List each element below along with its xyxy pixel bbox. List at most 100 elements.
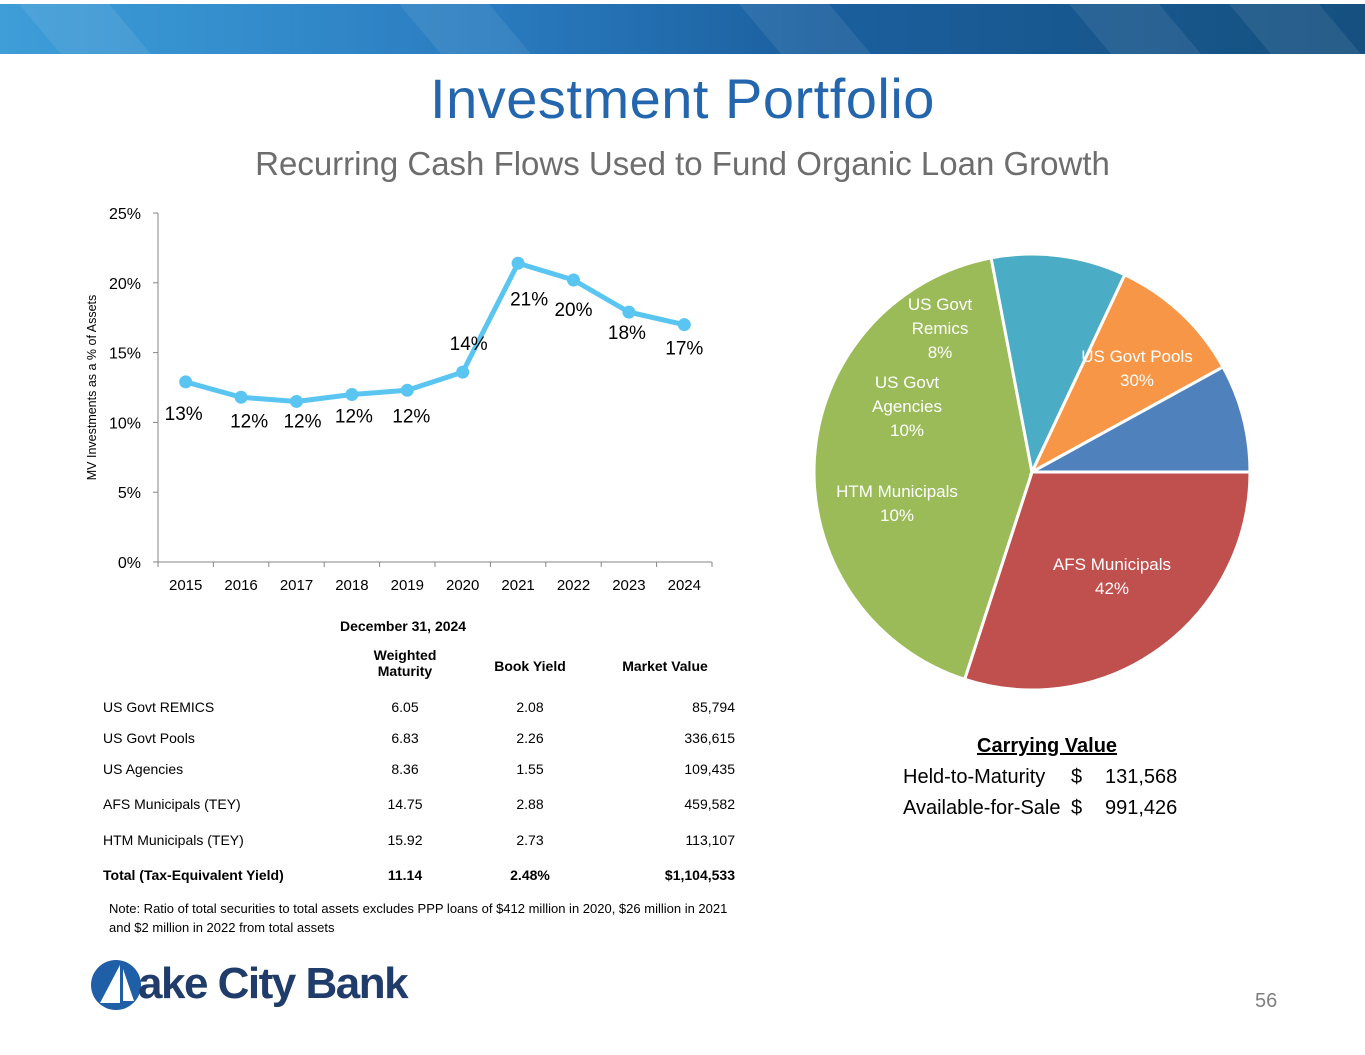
cell-book-yield: 2.08 <box>516 699 544 715</box>
x-tick-label: 2022 <box>557 577 590 594</box>
header-wm-line1: Weighted <box>373 647 437 663</box>
data-point <box>511 256 525 270</box>
cell-market-value: $1,104,533 <box>664 867 735 883</box>
table-row: US Govt Pools 6.83 2.26 336,615 <box>95 730 755 752</box>
header-wm-line2: Maturity <box>377 663 433 679</box>
cell-weighted-maturity: 15.92 <box>387 832 423 848</box>
data-label: 20% <box>554 300 592 321</box>
carrying-label: Available-for-Sale <box>903 797 1061 819</box>
cell-weighted-maturity: 11.14 <box>387 867 423 883</box>
carrying-row: Available-for-Sale $ 991,426 <box>903 797 1193 825</box>
cell-weighted-maturity: 6.83 <box>391 730 419 746</box>
pie-chart: US Govt Pools 30% AFS Municipals 42% HTM Mun… <box>812 252 1252 692</box>
table-row: AFS Municipals (TEY) 14.75 2.88 459,582 <box>95 796 755 818</box>
page-subtitle: Recurring Cash Flows Used to Fund Organi… <box>255 145 1110 182</box>
data-label: 17% <box>665 339 703 360</box>
carrying-value-title: Carrying Value <box>977 735 1118 757</box>
data-label: 18% <box>608 323 646 344</box>
table-row: US Govt REMICS 6.05 2.08 85,794 <box>95 699 755 721</box>
x-tick-label: 2020 <box>446 577 479 594</box>
pie-slice <box>812 256 1034 682</box>
cell-name: US Agencies <box>103 761 184 777</box>
table-row: HTM Municipals (TEY) 15.92 2.73 113,107 <box>95 832 755 854</box>
header-banner <box>0 4 1365 54</box>
page-title: Investment Portfolio <box>430 67 935 130</box>
cell-market-value: 459,582 <box>684 796 735 812</box>
data-point <box>400 383 414 397</box>
cell-market-value: 336,615 <box>684 730 735 746</box>
x-tick-label: 2023 <box>612 577 645 594</box>
data-point <box>290 394 303 408</box>
pie-slice-label: AFS Municipals 42% <box>1053 555 1171 598</box>
pie-slice <box>1028 272 1226 476</box>
data-point <box>179 375 193 389</box>
y-tick-label: 20% <box>109 276 141 293</box>
data-point <box>677 318 691 332</box>
data-point <box>622 305 636 319</box>
carrying-value: 131,568 <box>1105 766 1178 788</box>
pie-slice-label: HTM Municipals 10% <box>836 482 958 525</box>
cell-weighted-maturity: 6.05 <box>391 699 419 715</box>
data-point <box>345 387 359 401</box>
data-label: 21% <box>510 289 548 310</box>
cell-weighted-maturity: 8.36 <box>391 761 419 777</box>
carrying-currency: $ <box>1071 766 1083 788</box>
y-tick-label: 15% <box>109 346 141 363</box>
table-total-row: Total (Tax-Equivalent Yield) 11.14 2.48%… <box>95 867 755 889</box>
carrying-row: Held-to-Maturity $ 131,568 <box>903 766 1193 794</box>
footnote: Note: Ratio of total securities to total… <box>109 901 728 935</box>
cell-weighted-maturity: 14.75 <box>387 796 423 812</box>
pie-slice-label: US Govt Remics 8% <box>908 295 973 362</box>
cell-market-value: 109,435 <box>684 761 735 777</box>
cell-book-yield: 2.48% <box>510 867 550 883</box>
cell-name: AFS Municipals (TEY) <box>103 796 241 812</box>
data-point <box>456 365 470 379</box>
data-label: 12% <box>335 406 373 427</box>
logo-text: ake City Bank <box>138 959 409 1008</box>
pie-slice <box>989 252 1127 477</box>
data-label: 13% <box>165 404 203 425</box>
header-book-yield: Book Yield <box>494 658 566 674</box>
x-tick-label: 2021 <box>501 577 534 594</box>
y-tick-label: 5% <box>118 485 141 502</box>
x-tick-label: 2019 <box>391 577 424 594</box>
bank-logo: ake City Bank <box>90 955 420 1015</box>
header-weighted-maturity: Weighted Maturity <box>355 647 455 679</box>
data-point <box>234 390 248 404</box>
x-tick-label: 2017 <box>280 577 313 594</box>
cell-book-yield: 2.88 <box>516 796 544 812</box>
carrying-currency: $ <box>1071 797 1083 819</box>
data-label: 12% <box>283 411 321 432</box>
cell-name: US Govt Pools <box>103 730 195 746</box>
carrying-value: 991,426 <box>1105 797 1178 819</box>
cell-book-yield: 2.73 <box>516 832 544 848</box>
pie-slice-label: US Govt Agencies 10% <box>872 373 942 440</box>
data-point <box>567 273 580 287</box>
pie-slice-label: US Govt Pools 30% <box>1081 347 1193 390</box>
x-tick-label: 2024 <box>668 577 701 594</box>
cell-name: Total (Tax-Equivalent Yield) <box>103 867 284 883</box>
y-tick-label: 25% <box>109 206 141 223</box>
series-line <box>185 260 685 404</box>
data-label: 14% <box>450 334 488 355</box>
data-label: 12% <box>392 406 430 427</box>
cell-name: HTM Municipals (TEY) <box>103 832 244 848</box>
cell-book-yield: 2.26 <box>516 730 544 746</box>
pie-slice <box>1031 364 1252 474</box>
header-market-value: Market Value <box>622 658 708 674</box>
cell-market-value: 85,794 <box>692 699 735 715</box>
line-chart: 0% 5% 10% 15% 20% 25% 2015 2016 2017 2018 2019 2020… <box>85 206 713 594</box>
table-date: December 31, 2024 <box>340 618 467 634</box>
cell-market-value: 113,107 <box>685 832 735 848</box>
x-tick-label: 2018 <box>335 577 368 594</box>
table-row: US Agencies 8.36 1.55 109,435 <box>95 761 755 783</box>
cell-name: US Govt REMICS <box>103 699 215 715</box>
x-tick-label: 2015 <box>169 577 202 594</box>
pie-slice <box>962 470 1252 692</box>
y-tick-label: 0% <box>118 555 141 572</box>
data-label: 12% <box>230 411 268 432</box>
carrying-label: Held-to-Maturity <box>903 766 1046 788</box>
y-tick-label: 10% <box>109 415 141 432</box>
cell-book-yield: 1.55 <box>516 761 544 777</box>
x-tick-label: 2016 <box>224 577 257 594</box>
